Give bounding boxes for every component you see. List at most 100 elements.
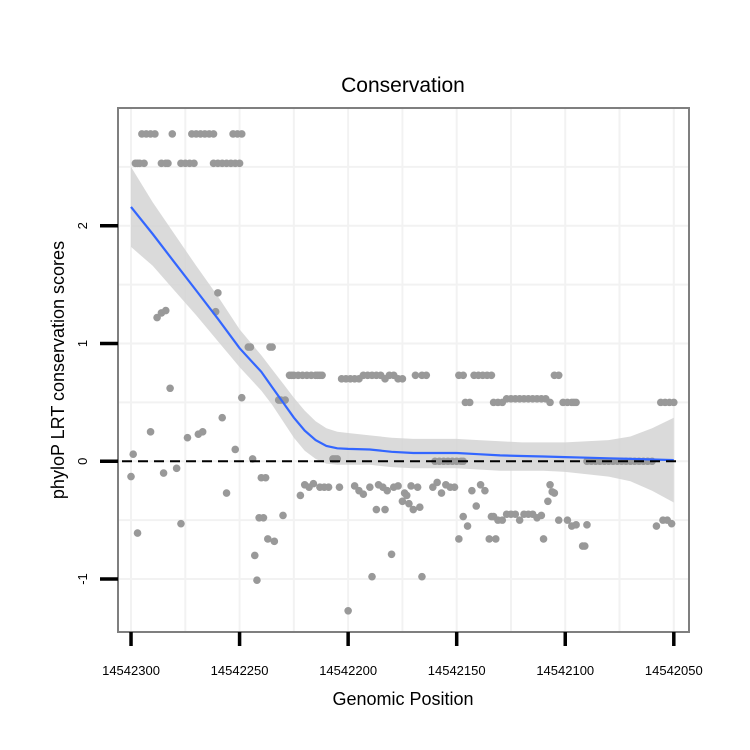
data-point <box>270 537 279 546</box>
y-tick-label: 1 <box>75 340 90 347</box>
data-point <box>472 502 481 510</box>
x-tick-label: 14542150 <box>428 663 486 678</box>
data-point <box>318 371 326 380</box>
data-point <box>133 529 142 537</box>
y-tick-label: 0 <box>75 458 90 465</box>
x-tick-label: 14542250 <box>211 663 269 678</box>
data-point <box>209 130 218 138</box>
y-axis-title: phyloP LRT conservation scores <box>48 241 68 499</box>
data-point <box>129 450 137 458</box>
data-point <box>366 483 374 491</box>
data-point <box>407 482 415 490</box>
data-point <box>164 159 172 168</box>
data-point <box>418 572 426 581</box>
data-point <box>580 542 589 550</box>
data-point <box>259 513 268 522</box>
data-point <box>222 489 231 497</box>
data-point <box>198 428 207 436</box>
scatter-points <box>127 130 678 615</box>
smooth-line-layer <box>130 206 674 462</box>
data-point <box>324 483 333 491</box>
data-point <box>387 550 396 559</box>
data-point <box>413 483 422 491</box>
data-point <box>572 521 580 529</box>
data-point <box>572 398 580 407</box>
data-point <box>177 519 185 528</box>
data-point <box>476 481 485 489</box>
data-point <box>398 497 407 506</box>
data-point <box>511 510 520 519</box>
data-point <box>459 371 468 380</box>
data-point <box>183 433 192 442</box>
plot-frame <box>117 107 690 633</box>
data-point <box>268 343 276 351</box>
data-point <box>381 505 389 514</box>
data-point <box>409 505 418 514</box>
data-point <box>237 130 246 138</box>
data-point <box>372 505 381 514</box>
data-point <box>402 491 411 500</box>
smooth-line <box>130 206 674 462</box>
x-axis-title: Genomic Position <box>332 689 473 709</box>
data-point <box>465 398 474 407</box>
confidence-ribbon <box>131 166 674 503</box>
data-point <box>491 535 500 543</box>
data-point <box>498 516 507 524</box>
data-point <box>487 371 496 380</box>
data-point <box>670 398 678 407</box>
data-point <box>550 489 559 497</box>
data-point <box>411 371 420 380</box>
data-point <box>468 486 476 495</box>
data-point <box>450 483 459 491</box>
confidence-ribbon-layer <box>131 166 674 503</box>
data-point <box>537 511 546 520</box>
data-point <box>394 482 402 490</box>
data-point <box>261 473 270 482</box>
x-tick-label: 14542100 <box>536 663 594 678</box>
data-point <box>667 519 676 528</box>
data-point <box>485 535 494 543</box>
data-point <box>172 464 181 473</box>
data-point <box>264 535 272 543</box>
data-point <box>554 371 563 380</box>
data-point <box>546 481 554 489</box>
data-point <box>166 384 174 393</box>
data-point <box>539 535 548 543</box>
data-point <box>459 512 468 521</box>
data-point <box>190 159 198 168</box>
data-point <box>481 486 489 495</box>
data-point <box>398 375 407 383</box>
data-point <box>563 516 572 524</box>
data-point <box>554 516 563 524</box>
data-point <box>309 479 318 488</box>
data-point <box>279 511 287 520</box>
data-point <box>161 306 170 315</box>
data-point <box>218 413 227 422</box>
data-point <box>231 445 240 454</box>
data-point <box>546 398 554 407</box>
data-point <box>253 576 261 584</box>
data-point <box>214 289 222 297</box>
data-point <box>515 516 524 524</box>
x-tick-label: 14542300 <box>102 663 160 678</box>
data-point <box>652 522 661 530</box>
data-point <box>335 483 344 491</box>
y-tick-label: -1 <box>75 573 90 585</box>
chart-title: Conservation <box>341 74 465 97</box>
data-point <box>544 497 552 506</box>
data-point <box>437 489 446 497</box>
data-point <box>415 503 424 511</box>
data-point <box>296 491 305 500</box>
data-point <box>463 522 472 530</box>
data-point <box>127 472 135 481</box>
data-point <box>140 159 148 168</box>
x-tick-label: 14542200 <box>319 663 377 678</box>
data-point <box>250 551 259 560</box>
x-tick-label: 14542050 <box>645 663 703 678</box>
data-point <box>422 371 431 380</box>
data-point <box>151 130 159 138</box>
data-point <box>246 343 255 351</box>
data-point <box>383 486 392 495</box>
axes: 14542300 14542250 14542200 14542150 14542100… <box>75 222 703 678</box>
